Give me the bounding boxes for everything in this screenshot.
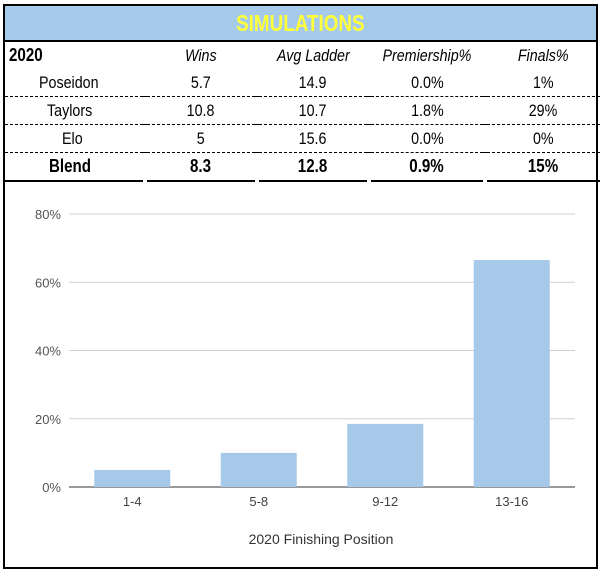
- col-header-wins: Wins: [185, 45, 217, 65]
- x-tick-label: 13-16: [495, 494, 528, 509]
- row-wins: 10.8: [147, 96, 255, 125]
- row-wins: 8.3: [147, 152, 255, 182]
- table-header-row: 2020 Wins Avg Ladder Premiership% Finals…: [5, 42, 600, 69]
- row-avg-ladder: 15.6: [259, 124, 367, 153]
- blend-row: Blend 8.3 12.8 0.9% 15%: [5, 152, 600, 182]
- x-tick-label: 9-12: [372, 494, 398, 509]
- finishing-position-chart: 0% 20% 40% 60% 80% 1-4 5-8 9-12 13-16 2020 Finish…: [5, 183, 596, 567]
- row-wins: 5.7: [147, 69, 255, 97]
- y-tick-label: 0%: [42, 480, 61, 495]
- bar: [220, 452, 297, 487]
- row-avg-ladder: 14.9: [259, 69, 367, 97]
- col-header-avg-ladder: Avg Ladder: [276, 45, 350, 65]
- row-avg-ladder: 12.8: [259, 152, 367, 182]
- x-axis-label: 2020 Finishing Position: [249, 531, 394, 547]
- y-tick-label: 80%: [35, 207, 61, 222]
- title-bar: SIMULATIONS: [5, 6, 596, 42]
- row-premiership: 0.9%: [371, 152, 483, 182]
- simulations-panel: SIMULATIONS 2020 Wins Avg Ladder Premier…: [3, 4, 600, 569]
- y-tick-label: 40%: [35, 344, 61, 359]
- table-row: Poseidon 5.7 14.9 0.0% 1%: [5, 69, 600, 97]
- row-finals: 0%: [487, 124, 600, 153]
- row-premiership: 0.0%: [371, 124, 483, 153]
- x-tick-label: 1-4: [123, 494, 142, 509]
- col-header-premiership: Premiership%: [382, 45, 472, 65]
- bar: [473, 260, 550, 487]
- x-tick-label: 5-8: [249, 494, 268, 509]
- bar: [347, 423, 424, 487]
- row-premiership: 1.8%: [371, 96, 483, 125]
- table-row: Taylors 10.8 10.7 1.8% 29%: [5, 96, 600, 125]
- bar: [94, 469, 171, 487]
- row-finals: 15%: [487, 152, 600, 182]
- row-name: Blend: [5, 152, 143, 182]
- panel-title: SIMULATIONS: [236, 9, 365, 36]
- row-finals: 29%: [487, 96, 600, 125]
- row-name: Elo: [5, 124, 143, 153]
- row-wins: 5: [147, 124, 255, 153]
- simulation-table: 2020 Wins Avg Ladder Premiership% Finals…: [5, 42, 600, 182]
- row-finals: 1%: [487, 69, 600, 97]
- bar-chart-svg: 0% 20% 40% 60% 80% 1-4 5-8 9-12 13-16 2020 Finish…: [35, 207, 575, 547]
- row-name: Poseidon: [5, 69, 143, 97]
- row-avg-ladder: 10.7: [259, 96, 367, 125]
- row-name: Taylors: [5, 96, 143, 125]
- row-premiership: 0.0%: [371, 69, 483, 97]
- table-row: Elo 5 15.6 0.0% 0%: [5, 124, 600, 153]
- y-tick-label: 60%: [35, 275, 61, 290]
- y-tick-label: 20%: [35, 412, 61, 427]
- col-header-finals: Finals%: [518, 45, 569, 65]
- year-label: 2020: [9, 45, 43, 65]
